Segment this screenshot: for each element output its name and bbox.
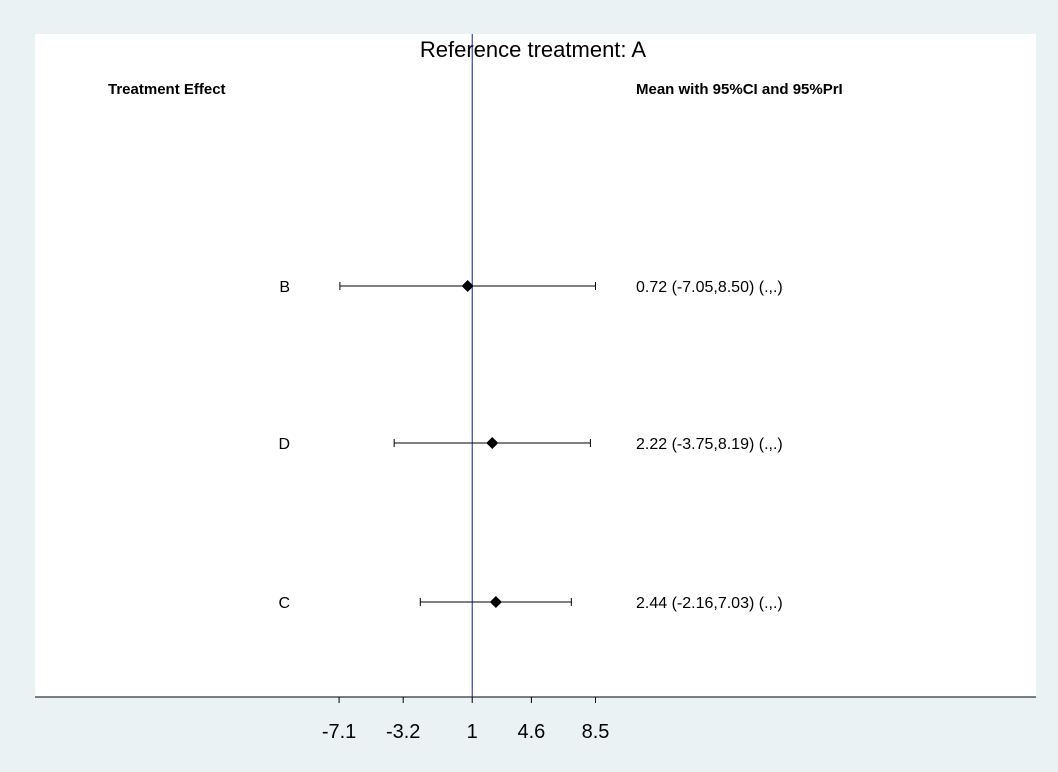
treatment-label: D <box>278 436 290 453</box>
right-column-header: Mean with 95%CI and 95%PrI <box>636 81 843 98</box>
chart-title: Reference treatment: A <box>420 37 647 62</box>
plot-area <box>35 34 1036 697</box>
mean-marker <box>486 437 499 449</box>
x-tick-label: 8.5 <box>582 721 610 743</box>
x-tick-label: 1 <box>467 721 478 743</box>
treatment-label: C <box>278 595 290 612</box>
x-tick-label: -7.1 <box>322 721 356 743</box>
estimate-text: 2.22 (-3.75,8.19) (.,.) <box>636 436 783 453</box>
x-tick-label: -3.2 <box>386 721 420 743</box>
estimate-text: 2.44 (-2.16,7.03) (.,.) <box>636 595 783 612</box>
mean-marker <box>461 280 474 292</box>
treatment-label: B <box>279 279 290 296</box>
x-tick-label: 4.6 <box>517 721 545 743</box>
left-column-header: Treatment Effect <box>108 81 226 98</box>
estimate-text: 0.72 (-7.05,8.50) (.,.) <box>636 279 783 296</box>
mean-marker <box>489 596 502 608</box>
